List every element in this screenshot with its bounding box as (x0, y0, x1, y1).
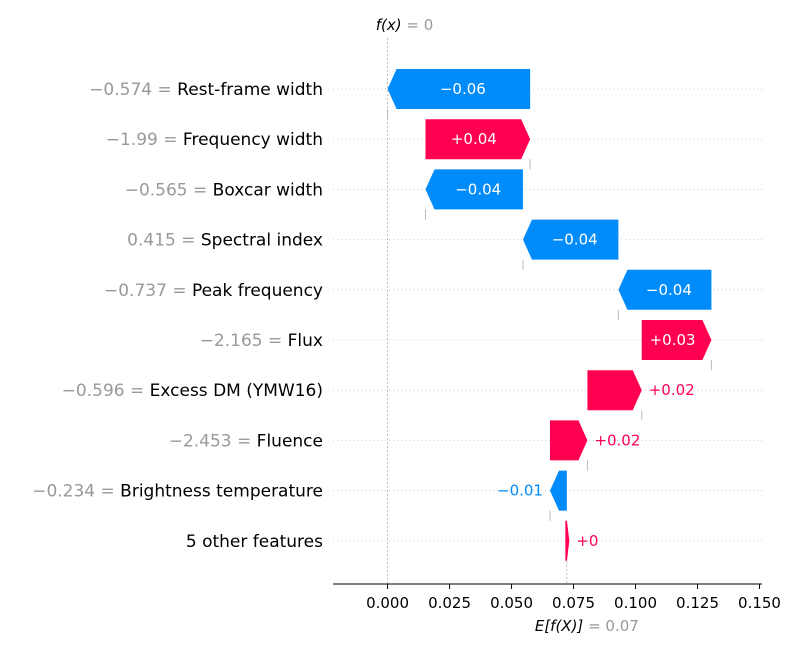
contribution-bar (425, 119, 531, 160)
expected-value-number: 0.07 (605, 617, 638, 635)
contribution-bar (618, 269, 712, 310)
contribution-bar (641, 320, 712, 360)
contribution-bar (522, 219, 619, 260)
grid-layer (333, 88, 762, 542)
bar-value-label: +0.02 (649, 381, 695, 399)
x-axis: 0.000 0.025 0.050 0.075 0.100 0.125 0.150 (333, 583, 781, 612)
contribution-bar (425, 169, 523, 210)
feature-label: 0.415 = Spectral index (127, 231, 323, 251)
bar-value-label: −0.01 (497, 482, 543, 500)
feature-label: −0.234 = Brightness temperature (32, 482, 323, 502)
feature-value: −0.565 = (125, 180, 213, 200)
feature-labels: −0.574 = Rest-frame width −1.99 = Frequen… (32, 80, 323, 552)
bars-layer: −0.06 +0.04 −0.04 −0.04 −0.04 +0.03 +0.02 +0.02… (387, 69, 712, 561)
feature-name: Spectral index (201, 231, 323, 251)
feature-value: −2.165 = (200, 331, 288, 351)
feature-name: Flux (288, 331, 323, 351)
x-tick-label: 0.025 (428, 594, 471, 612)
feature-name: Peak frequency (192, 281, 323, 301)
feature-name: Excess DM (YMW16) (150, 381, 323, 401)
bar-value-label: −0.04 (552, 231, 598, 249)
bar-value-label: −0.04 (646, 281, 692, 299)
bar-value-label: +0.04 (451, 130, 497, 148)
output-value-label: f(x) = 0 (376, 16, 434, 34)
feature-value: −0.596 = (62, 381, 150, 401)
expected-value-equals: = (583, 617, 605, 635)
bar-value-label: +0.03 (650, 331, 696, 349)
x-tick-label: 0.125 (676, 594, 719, 612)
feature-label: −0.565 = Boxcar width (125, 180, 323, 200)
feature-label: −0.596 = Excess DM (YMW16) (62, 381, 323, 401)
output-value-name: f(x) (376, 16, 402, 34)
feature-value: −2.453 = (169, 431, 257, 451)
feature-label: −0.737 = Peak frequency (104, 281, 323, 301)
feature-name: 5 other features (186, 532, 323, 552)
feature-value: 0.415 = (127, 231, 201, 251)
feature-label: 5 other features (186, 532, 323, 552)
x-tick-label: 0.050 (490, 594, 533, 612)
x-tick-label: 0.075 (552, 594, 595, 612)
feature-name: Fluence (257, 431, 323, 451)
contribution-bar (387, 69, 531, 109)
bar-value-label: −0.04 (455, 180, 501, 198)
bar-value-label: +0.02 (594, 431, 640, 449)
feature-value: −1.99 = (106, 130, 183, 150)
feature-label: −1.99 = Frequency width (106, 130, 323, 150)
output-value-number: 0 (424, 16, 434, 34)
x-tick-label: 0.100 (614, 594, 657, 612)
feature-name: Boxcar width (213, 180, 323, 200)
x-tick-label: 0.150 (738, 594, 781, 612)
contribution-bar (549, 420, 588, 461)
contribution-bar (565, 520, 570, 561)
feature-label: −0.574 = Rest-frame width (89, 80, 323, 100)
contribution-bar (549, 470, 567, 511)
expected-value-name: E[f(X)] (535, 617, 584, 635)
feature-value: −0.737 = (104, 281, 192, 301)
feature-value: −0.574 = (89, 80, 177, 100)
feature-label: −2.453 = Fluence (169, 431, 323, 451)
feature-name: Brightness temperature (120, 482, 323, 502)
bar-value-label: +0 (576, 532, 598, 550)
output-value-equals: = (402, 16, 424, 34)
bar-value-label: −0.06 (440, 80, 486, 98)
feature-name: Frequency width (183, 130, 323, 150)
contribution-bar (587, 370, 642, 411)
x-tick-label: 0.000 (366, 594, 409, 612)
feature-label: −2.165 = Flux (200, 331, 323, 351)
feature-value: −0.234 = (32, 482, 120, 502)
feature-name: Rest-frame width (177, 80, 323, 100)
expected-value-label: E[f(X)] = 0.07 (535, 617, 639, 635)
